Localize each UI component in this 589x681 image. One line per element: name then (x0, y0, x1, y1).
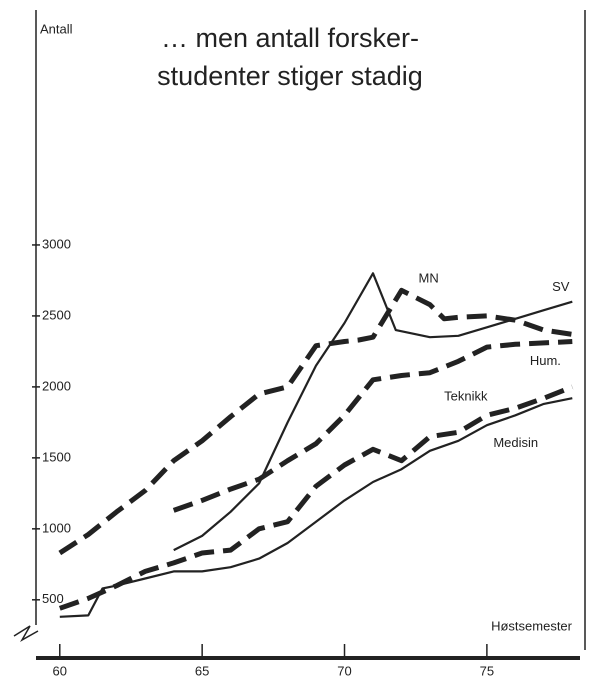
x-axis-label: Høstsemester (491, 618, 573, 633)
y-axis-label: Antall (40, 21, 73, 36)
x-tick-label: 75 (480, 663, 494, 678)
y-tick-label: 2500 (42, 307, 71, 322)
y-tick-label: 1500 (42, 449, 71, 464)
y-tick-label: 1000 (42, 520, 71, 535)
series-line (173, 272, 573, 552)
x-tick-label: 65 (195, 663, 209, 678)
x-tick-label: 70 (337, 663, 351, 678)
series-label: Medisin (493, 435, 538, 450)
chart-title: … men antall forsker- (161, 23, 419, 53)
series-line (172, 339, 573, 513)
chart-title: studenter stiger stadig (157, 61, 423, 91)
y-tick-label: 500 (42, 591, 64, 606)
x-tick-label: 60 (53, 663, 67, 678)
series-label: MN (419, 270, 439, 285)
series-label: Hum. (530, 353, 561, 368)
series-line (58, 384, 574, 611)
y-tick-label: 2000 (42, 378, 71, 393)
series-label: SV (552, 279, 570, 294)
series-line (59, 397, 573, 618)
axis-break (13, 625, 39, 642)
series-label: Teknikk (444, 388, 488, 403)
series-line (58, 287, 573, 556)
y-tick-label: 3000 (42, 236, 71, 251)
